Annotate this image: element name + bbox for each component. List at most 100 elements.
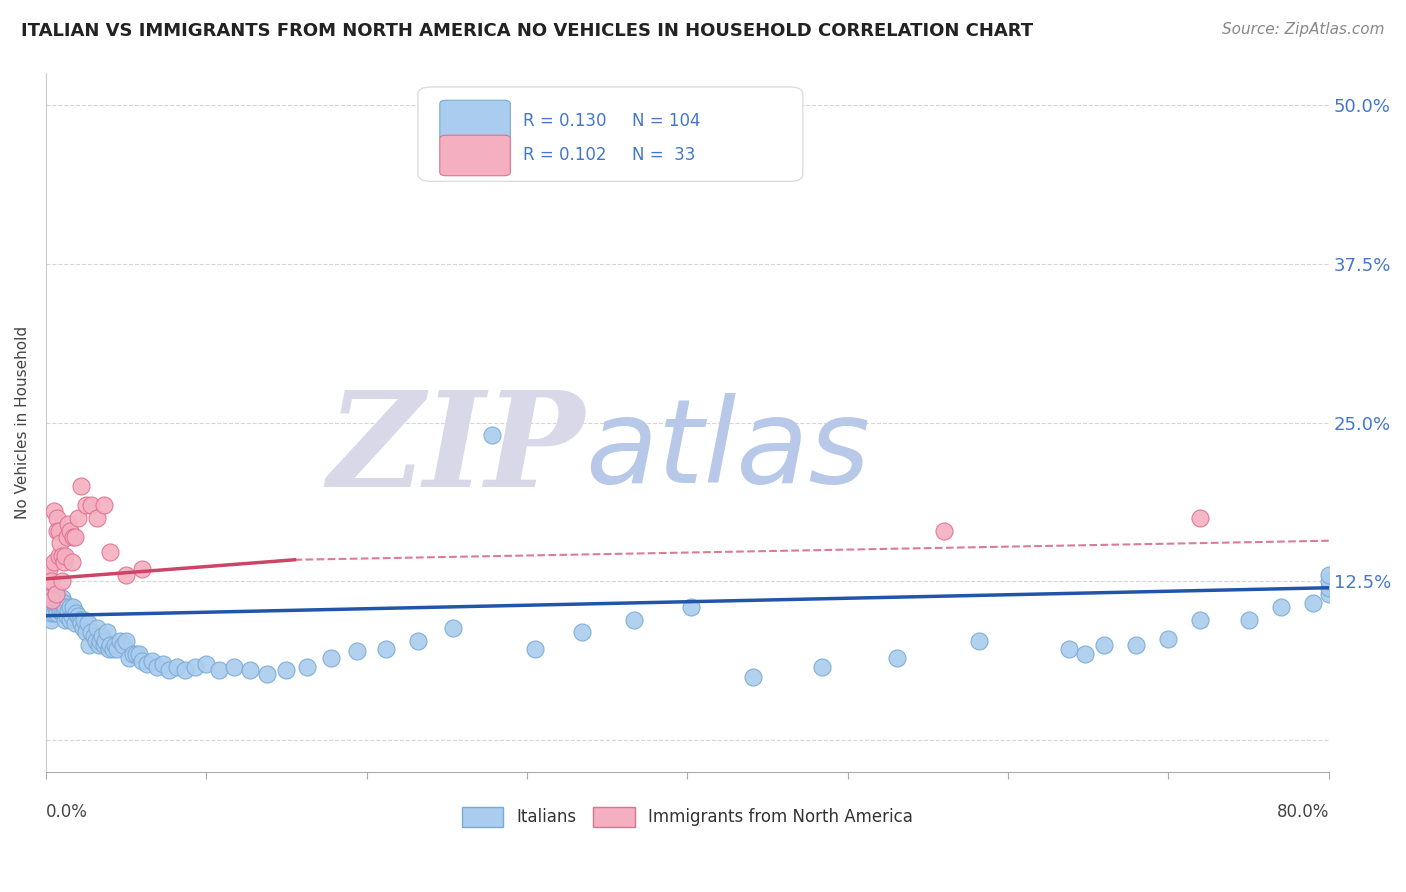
Point (1092, 638, 1115, 652)
Point (42, 606, 65, 620)
Point (51, 574, 73, 589)
Text: N = 104: N = 104 (633, 112, 700, 129)
Text: ITALIAN VS IMMIGRANTS FROM NORTH AMERICA NO VEHICLES IN HOUSEHOLD CORRELATION CH: ITALIAN VS IMMIGRANTS FROM NORTH AMERICA… (21, 22, 1033, 40)
Point (37, 599, 59, 614)
Point (77, 638, 100, 652)
Point (84, 634, 107, 648)
Point (48, 524, 70, 538)
Point (256, 667, 278, 681)
Point (49, 596, 72, 610)
Point (56, 530, 79, 544)
Point (105, 641, 128, 656)
Point (195, 657, 218, 671)
Point (58, 517, 80, 532)
Point (52, 596, 75, 610)
Point (174, 664, 197, 678)
Point (46, 511, 69, 525)
Point (1302, 596, 1324, 610)
Point (1125, 638, 1147, 652)
Point (75, 625, 97, 640)
Point (108, 634, 131, 648)
Point (46, 593, 69, 607)
Point (159, 664, 181, 678)
Point (67, 511, 90, 525)
Point (115, 634, 138, 648)
Point (111, 638, 134, 652)
Point (184, 659, 207, 673)
Point (239, 664, 262, 678)
Point (679, 599, 702, 614)
Point (42, 504, 65, 518)
Point (41, 599, 63, 614)
Text: Source: ZipAtlas.com: Source: ZipAtlas.com (1222, 22, 1385, 37)
Point (811, 659, 834, 673)
Y-axis label: No Vehicles in Household: No Vehicles in Household (15, 326, 30, 519)
Point (131, 655, 153, 669)
Point (98, 545, 121, 559)
Point (63, 616, 86, 631)
Point (1189, 613, 1212, 627)
Point (623, 613, 645, 627)
Point (121, 647, 143, 661)
Point (131, 562, 153, 576)
Point (571, 625, 593, 640)
Point (97, 641, 120, 656)
Point (70, 479, 93, 493)
Point (141, 655, 163, 669)
Point (115, 568, 138, 582)
Point (1237, 613, 1260, 627)
Text: 0.0%: 0.0% (46, 803, 87, 821)
Point (297, 659, 319, 673)
Point (1189, 511, 1212, 525)
Point (60, 555, 83, 569)
Point (62, 599, 84, 614)
Point (742, 670, 765, 684)
Point (39, 574, 62, 589)
Point (93, 498, 115, 512)
Point (58, 604, 80, 618)
Point (321, 650, 343, 665)
Point (91, 629, 114, 643)
Point (104, 638, 127, 652)
Point (39, 613, 62, 627)
Point (89, 634, 111, 648)
Point (52, 555, 75, 569)
Point (406, 634, 429, 648)
Point (1317, 587, 1340, 601)
Point (86, 511, 108, 525)
Point (46, 606, 69, 620)
Point (1057, 641, 1080, 656)
Point (48, 593, 70, 607)
Point (45, 587, 67, 601)
Point (38, 599, 60, 614)
Point (1270, 599, 1292, 614)
Text: R = 0.130: R = 0.130 (523, 112, 606, 129)
Point (63, 530, 86, 544)
Point (62, 530, 84, 544)
Point (59, 599, 82, 614)
Point (42, 593, 65, 607)
Point (76, 616, 98, 631)
Point (80, 498, 103, 512)
Point (136, 657, 159, 671)
Text: 80.0%: 80.0% (1277, 803, 1329, 821)
Text: ZIP: ZIP (328, 386, 585, 515)
Point (125, 647, 148, 661)
Point (41, 587, 63, 601)
Point (59, 524, 82, 538)
Point (80, 625, 103, 640)
Point (72, 622, 94, 636)
Point (41, 593, 63, 607)
Point (886, 650, 908, 665)
Point (118, 650, 141, 665)
Point (46, 524, 69, 538)
Point (53, 613, 76, 627)
Point (1317, 568, 1340, 582)
Point (94, 634, 117, 648)
Point (73, 613, 96, 627)
Point (1317, 581, 1340, 595)
Point (49, 604, 72, 618)
Point (45, 599, 67, 614)
Point (83, 629, 105, 643)
FancyBboxPatch shape (440, 136, 510, 176)
